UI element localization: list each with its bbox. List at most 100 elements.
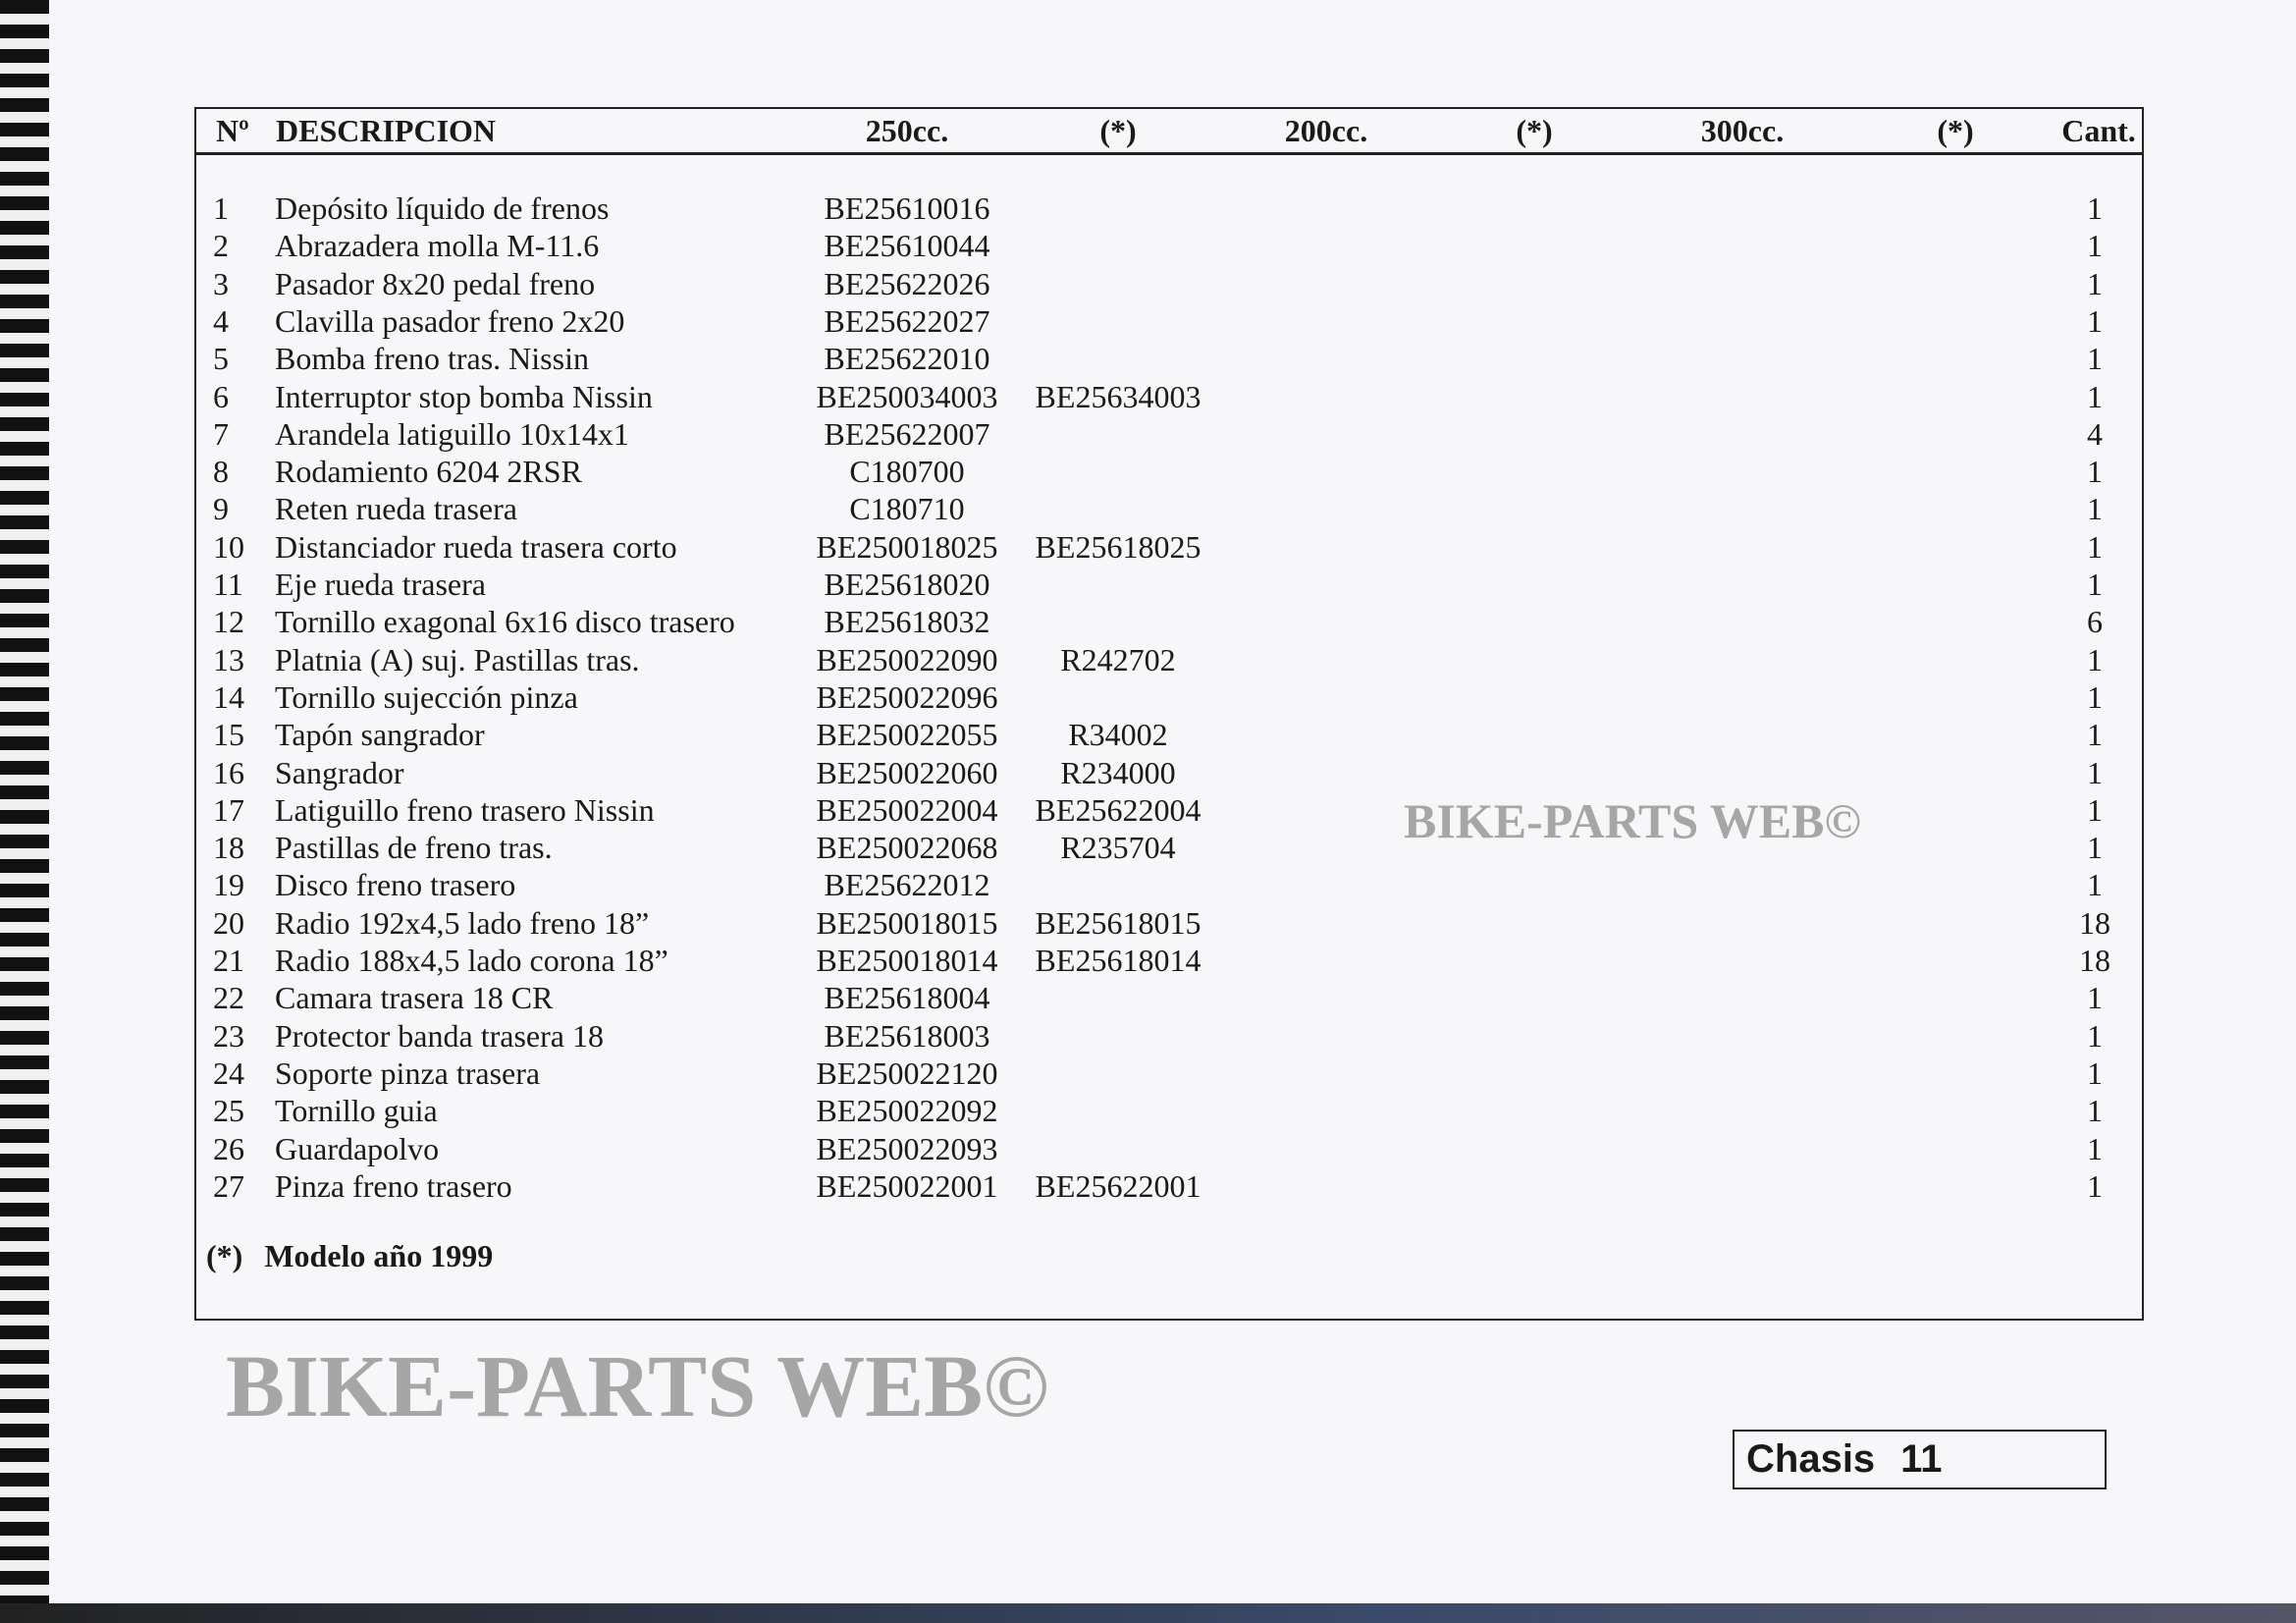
part-number-1999: R234000 — [1060, 754, 1176, 790]
item-description: Tornillo guia — [275, 1093, 438, 1129]
item-description: Disco freno trasero — [275, 867, 516, 903]
item-quantity: 1 — [2087, 567, 2103, 602]
header-qty: Cant. — [2061, 113, 2136, 148]
table-row: 14 Tornillo sujección pinza BE250022096 1 — [196, 678, 2142, 716]
table-row: 24 Soporte pinza trasera BE250022120 1 — [196, 1055, 2142, 1092]
item-description: Tornillo exagonal 6x16 disco trasero — [275, 604, 735, 640]
table-row: 6 Interruptor stop bomba Nissin BE25003400… — [196, 378, 2142, 415]
header-250cc: 250cc. — [865, 113, 949, 148]
footnote-text: Modelo año 1999 — [264, 1238, 494, 1273]
table-row: 4 Clavilla pasador freno 2x20 BE25622027 1 — [196, 302, 2142, 340]
part-number-250cc: BE25622010 — [824, 341, 990, 377]
table-row: 2 Abrazadera molla M-11.6 BE25610044 1 — [196, 227, 2142, 264]
part-number-250cc: BE25618004 — [824, 980, 990, 1016]
item-number: 18 — [213, 830, 244, 866]
item-number: 22 — [213, 980, 244, 1016]
header-num: Nº — [216, 113, 249, 148]
table-row: 21 Radio 188x4,5 lado corona 18” BE2500180… — [196, 942, 2142, 979]
item-quantity: 1 — [2087, 528, 2103, 565]
item-description: Tornillo sujección pinza — [275, 678, 578, 715]
item-quantity: 1 — [2087, 228, 2103, 264]
item-number: 10 — [213, 528, 244, 565]
table-row: 12 Tornillo exagonal 6x16 disco trasero BE… — [196, 603, 2142, 640]
item-number: 5 — [213, 341, 229, 377]
table-row: 23 Protector banda trasera 18 BE25618003 1 — [196, 1017, 2142, 1055]
item-number: 11 — [213, 567, 243, 602]
part-number-250cc: BE250022120 — [816, 1055, 998, 1091]
item-description: Radio 192x4,5 lado freno 18” — [275, 904, 650, 941]
table-row: 20 Radio 192x4,5 lado freno 18” BE25001801… — [196, 904, 2142, 942]
part-number-250cc: BE25618020 — [824, 567, 990, 602]
item-number: 20 — [213, 904, 244, 941]
item-description: Distanciador rueda trasera corto — [275, 528, 677, 565]
item-number: 24 — [213, 1055, 244, 1091]
item-description: Eje rueda trasera — [275, 567, 486, 602]
item-number: 16 — [213, 754, 244, 790]
part-number-250cc: BE250022004 — [816, 791, 998, 828]
item-description: Pinza freno trasero — [275, 1167, 512, 1204]
table-row: 25 Tornillo guia BE250022092 1 — [196, 1092, 2142, 1129]
item-description: Depósito líquido de frenos — [275, 190, 610, 226]
table-row: 17 Latiguillo freno trasero Nissin BE25002… — [196, 791, 2142, 829]
page-number: 11 — [1900, 1437, 1943, 1481]
header-description: DESCRIPCION — [276, 113, 497, 148]
part-number-1999: BE25618014 — [1035, 943, 1201, 978]
header-200cc: 200cc. — [1284, 113, 1368, 148]
item-quantity: 1 — [2087, 1130, 2103, 1166]
item-quantity: 1 — [2087, 867, 2103, 903]
part-number-250cc: BE250022068 — [816, 830, 998, 866]
item-description: Protector banda trasera 18 — [275, 1017, 604, 1054]
item-quantity: 18 — [2079, 904, 2110, 941]
table-row: 3 Pasador 8x20 pedal freno BE25622026 1 — [196, 265, 2142, 302]
item-quantity: 1 — [2087, 378, 2103, 414]
section-name: Chasis — [1746, 1437, 1876, 1481]
item-description: Latiguillo freno trasero Nissin — [275, 791, 655, 828]
item-description: Camara trasera 18 CR — [275, 980, 554, 1016]
page-label: Chasis 11 — [1733, 1430, 2107, 1489]
item-number: 8 — [213, 454, 229, 490]
table-header: Nº DESCRIPCION 250cc. (*) 200cc. (*) 300… — [196, 109, 2142, 155]
part-number-250cc: BE25622012 — [824, 867, 990, 903]
table-row: 9 Reten rueda trasera C180710 1 — [196, 490, 2142, 527]
part-number-1999: BE25622001 — [1035, 1167, 1201, 1204]
item-quantity: 1 — [2087, 717, 2103, 753]
item-number: 17 — [213, 791, 244, 828]
item-number: 2 — [213, 228, 229, 264]
part-number-1999: R242702 — [1060, 641, 1176, 677]
item-description: Pastillas de freno tras. — [275, 830, 553, 866]
item-description: Bomba freno tras. Nissin — [275, 341, 589, 377]
item-number: 23 — [213, 1017, 244, 1054]
item-quantity: 1 — [2087, 341, 2103, 377]
scan-edge — [0, 1603, 2296, 1623]
table-row: 13 Platnia (A) suj. Pastillas tras. BE2500… — [196, 641, 2142, 678]
item-quantity: 1 — [2087, 641, 2103, 677]
header-star-1: (*) — [1099, 113, 1137, 148]
header-300cc: 300cc. — [1700, 113, 1785, 148]
part-number-250cc: BE250022090 — [816, 641, 998, 677]
table-row: 8 Rodamiento 6204 2RSR C180700 1 — [196, 453, 2142, 490]
part-number-250cc: BE250018025 — [816, 528, 998, 565]
item-quantity: 1 — [2087, 1055, 2103, 1091]
item-number: 26 — [213, 1130, 244, 1166]
item-number: 15 — [213, 717, 244, 753]
spiral-binding — [0, 0, 69, 1623]
item-description: Sangrador — [275, 754, 404, 790]
item-description: Tapón sangrador — [275, 717, 485, 753]
item-number: 9 — [213, 491, 229, 527]
part-number-250cc: BE25610044 — [824, 228, 990, 264]
item-number: 1 — [213, 190, 229, 226]
item-number: 14 — [213, 678, 244, 715]
parts-table: Nº DESCRIPCION 250cc. (*) 200cc. (*) 300… — [194, 107, 2144, 1321]
item-quantity: 1 — [2087, 980, 2103, 1016]
part-number-250cc: BE250022096 — [816, 678, 998, 715]
item-number: 25 — [213, 1093, 244, 1129]
item-quantity: 1 — [2087, 1093, 2103, 1129]
part-number-250cc: BE250018014 — [816, 943, 998, 978]
item-quantity: 18 — [2079, 943, 2110, 978]
item-quantity: 6 — [2087, 604, 2103, 640]
table-row: 19 Disco freno trasero BE25622012 1 — [196, 866, 2142, 903]
table-row: 26 Guardapolvo BE250022093 1 — [196, 1130, 2142, 1167]
table-row: 11 Eje rueda trasera BE25618020 1 — [196, 566, 2142, 603]
item-quantity: 1 — [2087, 190, 2103, 226]
table-row: 18 Pastillas de freno tras. BE250022068 R23… — [196, 829, 2142, 866]
